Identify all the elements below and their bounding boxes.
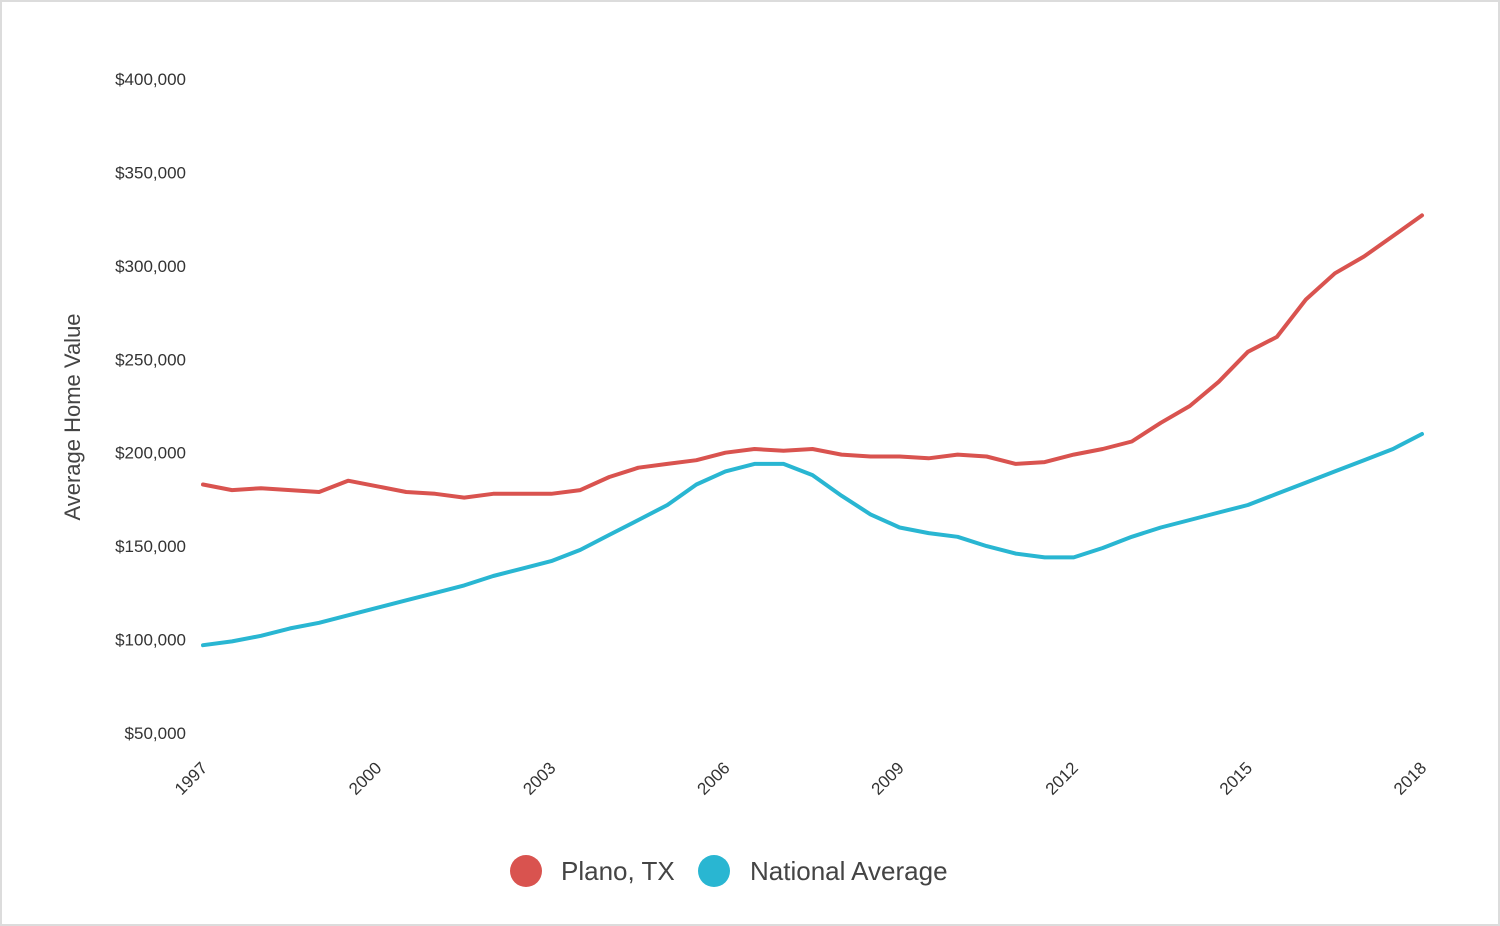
x-tick-label: 2012 [1042, 758, 1082, 798]
x-tick-label: 2000 [345, 758, 385, 798]
y-tick-label: $250,000 [115, 350, 186, 369]
y-tick-label: $100,000 [115, 631, 186, 650]
x-tick-label: 2015 [1216, 758, 1256, 798]
series-line-plano [201, 213, 1424, 500]
legend-marker-national-average [698, 855, 730, 887]
y-tick-label: $150,000 [115, 537, 186, 556]
x-tick-label: 2009 [868, 758, 908, 798]
series-line-national-average [201, 432, 1424, 648]
legend-label-plano: Plano, TX [561, 856, 675, 886]
x-tick-label: 2006 [693, 758, 733, 798]
legend-label-national-average: National Average [750, 856, 948, 886]
y-axis-label: Average Home Value [60, 313, 85, 520]
y-tick-label: $200,000 [115, 444, 186, 463]
y-tick-label: $350,000 [115, 163, 186, 182]
legend-marker-plano [510, 855, 542, 887]
x-tick-label: 2018 [1390, 758, 1430, 798]
y-axis-ticks: $50,000 $100,000 $150,000 $200,000 $250,000 $… [115, 70, 186, 743]
legend: Plano, TX National Average [510, 855, 948, 887]
x-tick-label: 1997 [171, 758, 211, 798]
x-tick-label: 2003 [519, 758, 559, 798]
x-axis-ticks: 1997 2000 2003 2006 2009 2012 2015 2018 [171, 758, 1430, 798]
y-tick-label: $300,000 [115, 257, 186, 276]
series-lines [201, 213, 1424, 648]
y-tick-label: $400,000 [115, 70, 186, 89]
y-tick-label: $50,000 [125, 724, 186, 743]
